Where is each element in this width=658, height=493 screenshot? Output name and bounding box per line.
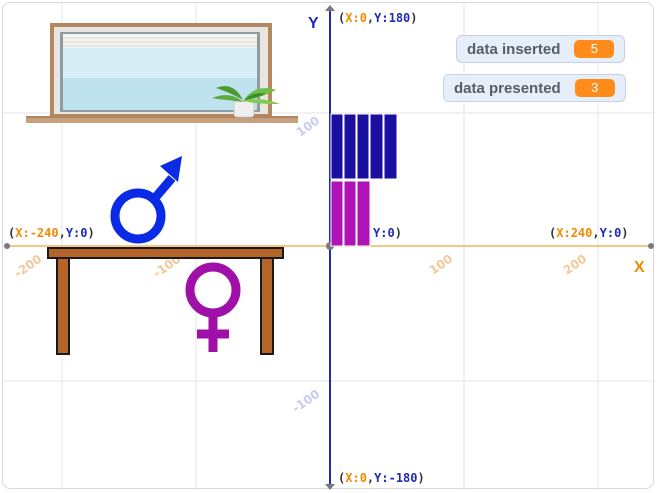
male-bars [330, 113, 398, 180]
table-sprite[interactable] [47, 247, 284, 355]
female-bar-2 [343, 180, 357, 247]
monitor-data-inserted[interactable]: data inserted 5 [456, 35, 626, 63]
y-axis-top-end [325, 5, 335, 11]
monitor-value: 5 [574, 40, 615, 58]
coord-top: (X:0,Y:180) [338, 11, 418, 25]
male-bar-3 [356, 113, 370, 180]
monitor-data-presented[interactable]: data presented 3 [443, 74, 626, 102]
monitor-value: 3 [574, 79, 615, 97]
male-symbol-icon[interactable] [110, 156, 182, 244]
y-axis-label: Y [308, 15, 319, 32]
tick-x-neg200: -200 [12, 252, 45, 281]
female-symbol-icon[interactable] [185, 262, 241, 352]
female-bars [330, 180, 371, 247]
plant-sprite[interactable] [212, 86, 280, 118]
male-bar-1 [330, 113, 344, 180]
monitor-label: data presented [454, 79, 561, 97]
x-axis-label: X [634, 259, 645, 276]
tick-labels: -200 -100 100 200 100 -100 [12, 114, 590, 416]
female-bar-1 [330, 180, 344, 247]
coord-left: (X:-240,Y:0) [8, 226, 95, 240]
window-sprite[interactable] [26, 23, 298, 123]
y-axis-bottom-end [325, 484, 335, 490]
coord-bottom: (X:0,Y:-180) [338, 471, 425, 485]
male-bar-2 [343, 113, 357, 180]
tick-y-neg100: -100 [290, 387, 323, 416]
coord-right: (X:240,Y:0) [549, 226, 629, 240]
x-axis-left-end [4, 243, 10, 249]
monitor-label: data inserted [467, 40, 561, 58]
male-bar-5 [383, 113, 398, 180]
tick-x-100: 100 [427, 252, 456, 278]
male-bar-4 [369, 113, 384, 180]
x-axis-right-end [648, 243, 654, 249]
female-bar-3 [356, 180, 371, 247]
coord-center-partial: Y:0) [373, 226, 402, 240]
tick-x-200: 200 [561, 252, 590, 278]
